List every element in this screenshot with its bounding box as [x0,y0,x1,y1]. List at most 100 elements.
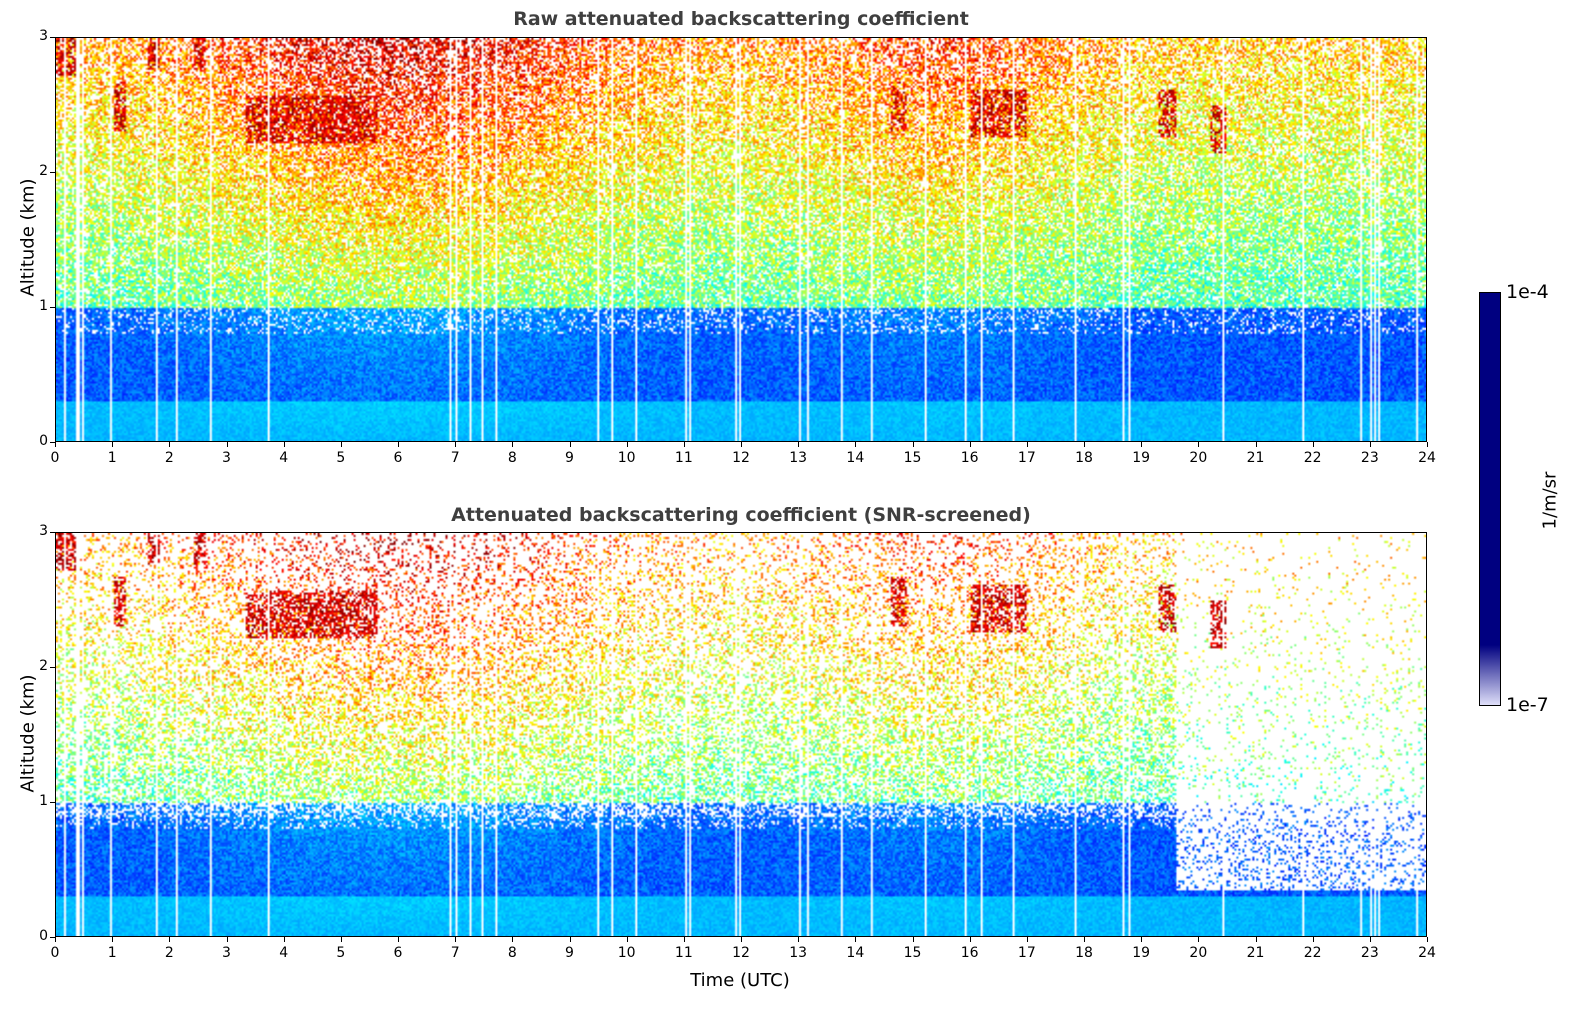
top-chart-title: Raw attenuated backscattering coefficien… [513,8,969,30]
x-tick-mark [55,937,56,942]
x-tick-mark [798,937,800,942]
bottom-chart-title: Attenuated backscattering coefficient (S… [451,504,1031,526]
top-heatmap [55,37,1427,442]
x-tick-mark [569,442,571,447]
x-tick-mark [569,937,571,942]
x-tick-label: 21 [1246,450,1265,466]
x-tick-mark [1084,442,1085,447]
x-tick-label: 1 [107,945,117,961]
x-tick-mark [969,442,971,447]
x-tick-mark [226,937,228,942]
x-tick-mark [1255,442,1257,447]
x-tick-label: 22 [1303,450,1322,466]
x-tick-mark [1026,937,1028,942]
x-tick-mark [398,937,399,942]
x-tick-mark [112,937,114,942]
y-tick-mark [50,307,55,308]
x-tick-mark [169,442,171,447]
x-tick-mark [969,937,971,942]
top-heatmap-canvas [56,38,1426,441]
x-tick-label: 21 [1246,945,1265,961]
bottom-heatmap-canvas [56,533,1426,936]
colorbar-max-label: 1e-4 [1506,281,1549,303]
y-tick-label: 1 [39,298,48,314]
x-tick-mark [912,442,914,447]
top-y-axis-label: Altitude (km) [17,178,39,297]
x-tick-label: 5 [336,945,346,961]
x-tick-mark [798,442,800,447]
x-tick-mark [1198,442,1200,447]
x-tick-label: 6 [393,945,403,961]
y-tick-label: 2 [39,163,48,179]
y-tick-mark [50,802,55,803]
x-tick-label: 13 [789,450,808,466]
x-tick-label: 20 [1189,450,1208,466]
x-tick-label: 12 [732,450,750,466]
x-tick-mark [912,937,914,942]
colorbar-low-fade [1480,645,1500,705]
x-tick-mark [1198,937,1200,942]
colorbar-min-label: 1e-7 [1506,694,1549,716]
x-tick-label: 9 [565,450,574,466]
x-tick-label: 17 [1017,945,1036,961]
x-tick-label: 19 [1132,450,1151,466]
x-tick-label: 3 [222,945,231,961]
colorbar [1479,292,1501,706]
x-tick-label: 1 [107,450,117,466]
x-tick-mark [55,442,56,447]
x-tick-label: 0 [50,945,60,961]
x-tick-mark [1026,442,1028,447]
x-tick-mark [1369,937,1371,942]
y-tick-mark [50,442,55,443]
x-tick-mark [455,937,457,942]
x-tick-mark [1141,937,1143,942]
x-tick-label: 11 [674,945,693,961]
x-tick-label: 20 [1189,945,1208,961]
bottom-heatmap [55,532,1427,937]
x-tick-mark [683,442,685,447]
y-tick-label: 0 [39,433,48,449]
x-tick-mark [855,442,857,447]
x-tick-mark [283,442,285,447]
x-tick-label: 22 [1303,945,1322,961]
y-tick-mark [50,532,55,533]
x-tick-label: 15 [903,450,922,466]
bottom-y-axis-label: Altitude (km) [17,674,39,793]
x-tick-label: 17 [1017,450,1036,466]
x-tick-label: 19 [1132,945,1151,961]
x-tick-mark [1312,442,1314,447]
x-tick-mark [1427,442,1428,447]
y-tick-label: 3 [39,523,48,539]
x-tick-label: 13 [789,945,808,961]
x-tick-label: 6 [393,450,403,466]
x-tick-mark [626,937,628,942]
y-tick-mark [50,937,55,938]
x-tick-mark [1427,937,1428,942]
x-axis-label: Time (UTC) [690,970,790,991]
x-tick-mark [1369,442,1371,447]
x-tick-label: 24 [1418,450,1436,466]
x-tick-mark [626,442,628,447]
x-tick-label: 8 [507,945,517,961]
x-tick-label: 23 [1360,450,1379,466]
x-tick-label: 18 [1075,945,1093,961]
x-tick-label: 16 [960,450,979,466]
x-tick-label: 12 [732,945,750,961]
x-tick-mark [169,937,171,942]
y-tick-mark [50,667,55,668]
x-tick-mark [512,937,514,942]
x-tick-mark [1141,442,1143,447]
x-tick-mark [398,442,399,447]
x-tick-label: 18 [1075,450,1093,466]
x-tick-label: 14 [846,450,865,466]
x-tick-label: 11 [674,450,693,466]
x-tick-label: 15 [903,945,922,961]
x-tick-mark [1084,937,1085,942]
x-tick-label: 14 [846,945,865,961]
x-tick-mark [741,442,742,447]
x-tick-mark [340,442,342,447]
x-tick-mark [112,442,114,447]
x-tick-mark [226,442,228,447]
x-tick-label: 4 [279,945,289,961]
y-tick-mark [50,172,55,173]
